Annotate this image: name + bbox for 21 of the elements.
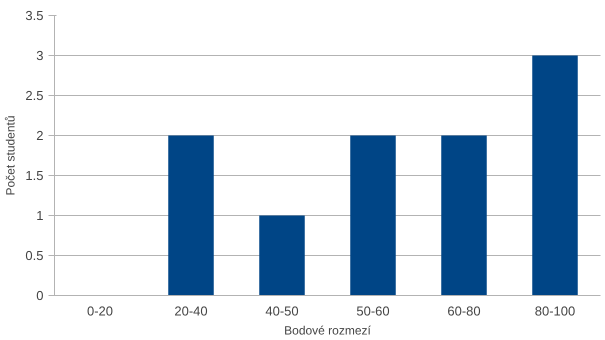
- y-tick-label: 0: [36, 288, 44, 303]
- x-tick-label: 20-40: [174, 304, 208, 318]
- x-tick-label: 60-80: [447, 304, 481, 318]
- x-axis-title: Bodové rozmezí: [284, 324, 372, 338]
- x-tick-label: 80-100: [534, 304, 576, 318]
- x-tick-label: 40-50: [265, 304, 299, 318]
- y-tick-label: 2: [36, 128, 44, 143]
- bar: [441, 136, 487, 296]
- y-tick-label: 0.5: [25, 248, 44, 263]
- y-tick-label: 3.5: [25, 8, 44, 23]
- bar: [168, 136, 214, 296]
- x-tick-label: 0-20: [86, 304, 114, 318]
- x-tick-label: 50-60: [356, 304, 390, 318]
- bar: [259, 216, 305, 296]
- y-tick-label: 2.5: [25, 88, 44, 103]
- y-tick-label: 1: [36, 208, 44, 223]
- bar: [532, 56, 578, 296]
- y-tick-label: 1.5: [25, 168, 44, 183]
- bar: [350, 136, 396, 296]
- y-axis-title: Počet studentů: [3, 115, 18, 196]
- y-tick-label: 3: [36, 48, 44, 63]
